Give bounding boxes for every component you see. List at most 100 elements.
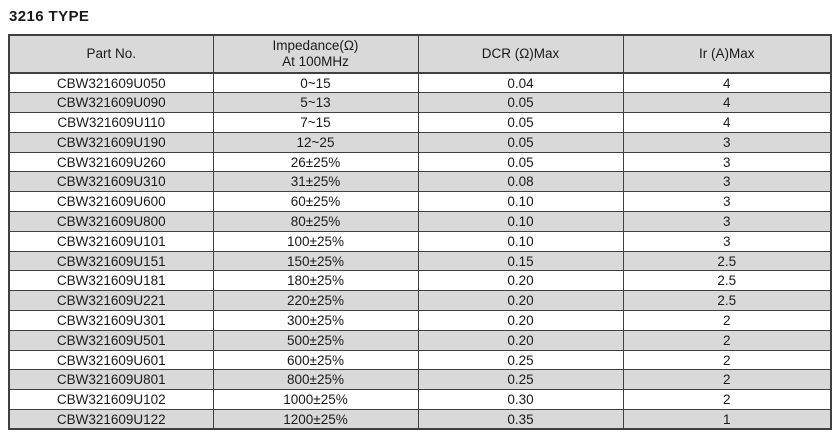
cell-impedance: 1000±25% — [212, 389, 419, 411]
cell-part-no: CBW321609U301 — [8, 310, 214, 331]
cell-impedance: 60±25% — [212, 191, 419, 213]
cell-impedance: 150±25% — [212, 250, 419, 272]
cell-impedance: 220±25% — [212, 290, 419, 312]
table-row: CBW321609U221 220±25% 0.20 2.5 — [8, 290, 832, 312]
cell-part-no: CBW321609U090 — [8, 92, 214, 114]
cell-impedance: 7~15 — [212, 112, 419, 133]
cell-ir-max: 2.5 — [622, 290, 832, 312]
cell-impedance: 100±25% — [212, 230, 419, 252]
parts-table: Part No. Impedance(Ω) At 100MHz DCR (Ω)M… — [8, 34, 832, 431]
cell-ir-max: 2.5 — [622, 270, 832, 292]
cell-impedance: 12~25 — [212, 131, 419, 153]
table-row: CBW321609U600 60±25% 0.10 3 — [8, 191, 832, 213]
cell-impedance: 1200±25% — [212, 409, 419, 430]
table-row: CBW321609U110 7~15 0.05 4 — [8, 112, 832, 133]
cell-impedance: 800±25% — [212, 369, 419, 391]
cell-part-no: CBW321609U190 — [8, 131, 214, 153]
cell-ir-max: 3 — [622, 171, 832, 193]
col-header-part-no: Part No. — [8, 34, 214, 74]
cell-part-no: CBW321609U800 — [8, 211, 214, 232]
cell-part-no: CBW321609U501 — [8, 329, 214, 351]
cell-part-no: CBW321609U110 — [8, 112, 214, 133]
cell-part-no: CBW321609U310 — [8, 171, 214, 193]
table-row: CBW321609U260 26±25% 0.05 3 — [8, 151, 832, 173]
page-title: 3216 TYPE — [9, 8, 90, 25]
cell-dcr-max: 0.10 — [417, 211, 624, 232]
cell-dcr-max: 0.25 — [417, 369, 624, 391]
cell-ir-max: 2 — [622, 329, 832, 351]
cell-part-no: CBW321609U101 — [8, 230, 214, 252]
cell-dcr-max: 0.20 — [417, 310, 624, 331]
table-row: CBW321609U101 100±25% 0.10 3 — [8, 230, 832, 252]
cell-impedance: 80±25% — [212, 211, 419, 232]
table-row: CBW321609U301 300±25% 0.20 2 — [8, 310, 832, 331]
cell-part-no: CBW321609U221 — [8, 290, 214, 312]
table-row: CBW321609U310 31±25% 0.08 3 — [8, 171, 832, 193]
col-header-impedance: Impedance(Ω) At 100MHz — [212, 34, 419, 74]
table-row: CBW321609U501 500±25% 0.20 2 — [8, 329, 832, 351]
table-row: CBW321609U190 12~25 0.05 3 — [8, 131, 832, 153]
cell-part-no: CBW321609U122 — [8, 409, 214, 430]
cell-ir-max: 1 — [622, 409, 832, 430]
cell-impedance: 0~15 — [212, 72, 419, 94]
cell-dcr-max: 0.20 — [417, 270, 624, 292]
cell-ir-max: 3 — [622, 151, 832, 173]
cell-impedance: 500±25% — [212, 329, 419, 351]
cell-part-no: CBW321609U601 — [8, 349, 214, 371]
cell-ir-max: 2 — [622, 389, 832, 411]
table-row: CBW321609U601 600±25% 0.25 2 — [8, 349, 832, 371]
cell-dcr-max: 0.35 — [417, 409, 624, 430]
cell-dcr-max: 0.10 — [417, 230, 624, 252]
cell-ir-max: 3 — [622, 230, 832, 252]
cell-impedance: 180±25% — [212, 270, 419, 292]
cell-dcr-max: 0.25 — [417, 349, 624, 371]
table-body: CBW321609U050 0~15 0.04 4 CBW321609U090 … — [8, 72, 832, 430]
cell-part-no: CBW321609U151 — [8, 250, 214, 272]
table-row: CBW321609U090 5~13 0.05 4 — [8, 92, 832, 114]
cell-ir-max: 3 — [622, 191, 832, 213]
cell-ir-max: 4 — [622, 112, 832, 133]
cell-impedance: 5~13 — [212, 92, 419, 114]
cell-dcr-max: 0.04 — [417, 72, 624, 94]
cell-dcr-max: 0.05 — [417, 151, 624, 173]
cell-part-no: CBW321609U260 — [8, 151, 214, 173]
cell-ir-max: 2 — [622, 369, 832, 391]
cell-dcr-max: 0.05 — [417, 112, 624, 133]
cell-part-no: CBW321609U801 — [8, 369, 214, 391]
cell-dcr-max: 0.10 — [417, 191, 624, 213]
cell-ir-max: 3 — [622, 131, 832, 153]
col-header-impedance-line1: Impedance(Ω) — [272, 38, 359, 53]
cell-part-no: CBW321609U102 — [8, 389, 214, 411]
table-row: CBW321609U181 180±25% 0.20 2.5 — [8, 270, 832, 292]
cell-impedance: 31±25% — [212, 171, 419, 193]
table-row: CBW321609U800 80±25% 0.10 3 — [8, 211, 832, 232]
cell-part-no: CBW321609U181 — [8, 270, 214, 292]
header-row: Part No. Impedance(Ω) At 100MHz DCR (Ω)M… — [8, 34, 832, 74]
cell-ir-max: 2 — [622, 310, 832, 331]
col-header-dcr-max: DCR (Ω)Max — [417, 34, 624, 74]
cell-impedance: 26±25% — [212, 151, 419, 173]
table-row: CBW321609U102 1000±25% 0.30 2 — [8, 389, 832, 411]
table-row: CBW321609U050 0~15 0.04 4 — [8, 72, 832, 94]
cell-dcr-max: 0.08 — [417, 171, 624, 193]
cell-dcr-max: 0.20 — [417, 329, 624, 351]
cell-ir-max: 4 — [622, 92, 832, 114]
cell-ir-max: 2 — [622, 349, 832, 371]
cell-part-no: CBW321609U050 — [8, 72, 214, 94]
table-row: CBW321609U151 150±25% 0.15 2.5 — [8, 250, 832, 272]
cell-dcr-max: 0.05 — [417, 92, 624, 114]
cell-dcr-max: 0.30 — [417, 389, 624, 411]
cell-impedance: 300±25% — [212, 310, 419, 331]
cell-ir-max: 2.5 — [622, 250, 832, 272]
col-header-ir-max: Ir (A)Max — [622, 34, 832, 74]
table-row: CBW321609U801 800±25% 0.25 2 — [8, 369, 832, 391]
cell-ir-max: 3 — [622, 211, 832, 232]
cell-dcr-max: 0.05 — [417, 131, 624, 153]
table-header: Part No. Impedance(Ω) At 100MHz DCR (Ω)M… — [8, 34, 832, 74]
table-row: CBW321609U122 1200±25% 0.35 1 — [8, 409, 832, 430]
cell-dcr-max: 0.15 — [417, 250, 624, 272]
col-header-impedance-line2: At 100MHz — [282, 54, 349, 69]
cell-part-no: CBW321609U600 — [8, 191, 214, 213]
cell-impedance: 600±25% — [212, 349, 419, 371]
